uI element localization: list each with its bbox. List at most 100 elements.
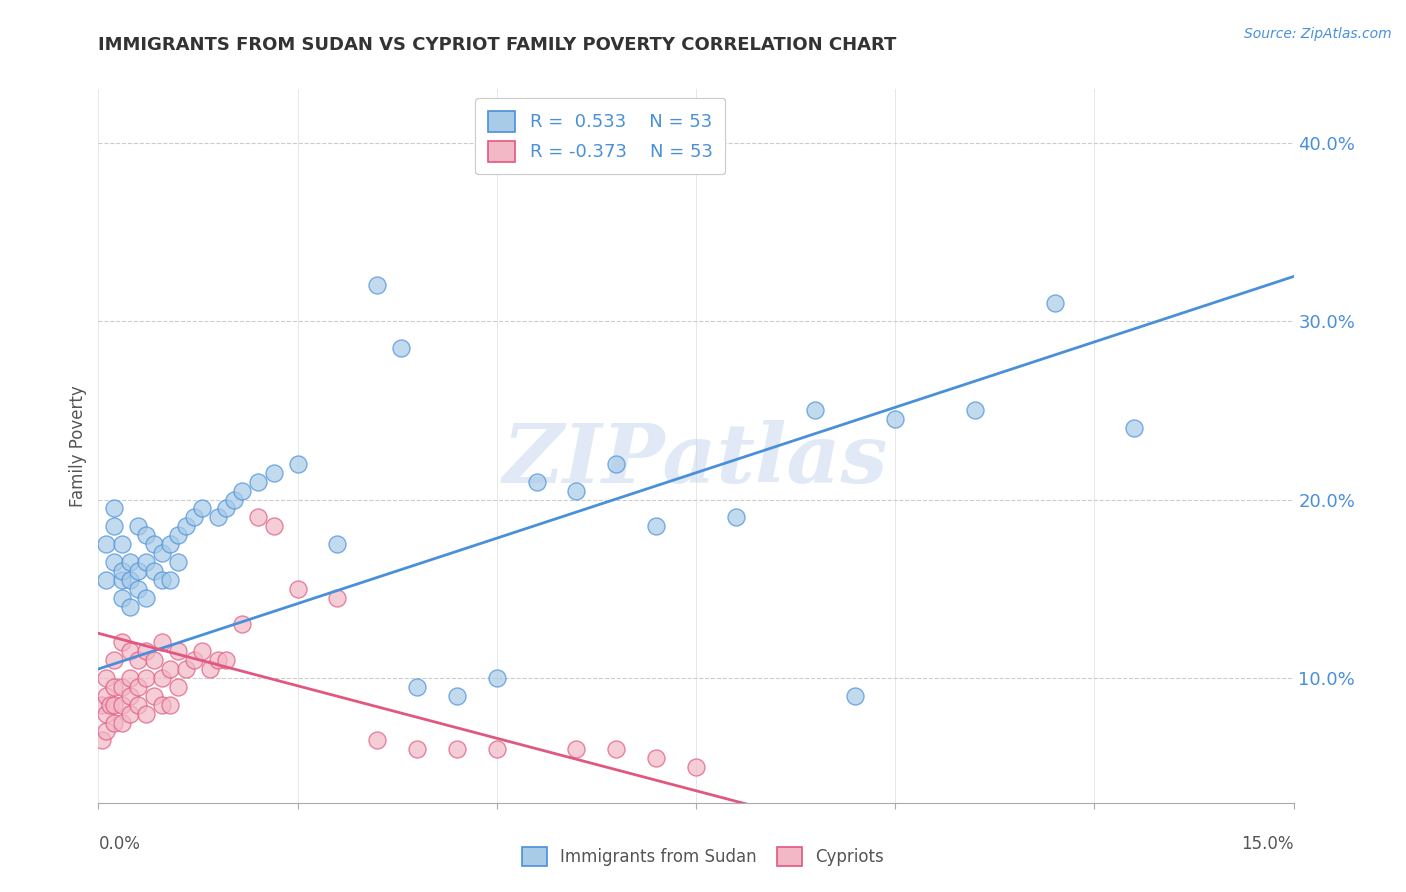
Point	[135, 706, 157, 721]
Point	[246, 475, 269, 489]
Y-axis label: Family Poverty: Family Poverty	[69, 385, 87, 507]
Point	[120, 599, 142, 614]
Point	[127, 680, 149, 694]
Point	[111, 680, 134, 694]
Point	[135, 591, 157, 605]
Point	[485, 671, 508, 685]
Point	[150, 698, 173, 712]
Text: ZIPatlas: ZIPatlas	[503, 420, 889, 500]
Point	[222, 492, 245, 507]
Point	[111, 715, 134, 730]
Point	[207, 653, 229, 667]
Point	[103, 680, 125, 694]
Point	[135, 528, 157, 542]
Text: 15.0%: 15.0%	[1241, 835, 1294, 853]
Point	[111, 635, 134, 649]
Point	[526, 475, 548, 489]
Point	[685, 760, 707, 774]
Point	[215, 653, 238, 667]
Point	[326, 591, 349, 605]
Point	[143, 564, 166, 578]
Point	[90, 698, 112, 712]
Point	[844, 689, 866, 703]
Point	[159, 698, 181, 712]
Point	[103, 501, 125, 516]
Point	[111, 573, 134, 587]
Point	[485, 742, 508, 756]
Point	[645, 519, 668, 533]
Point	[565, 483, 588, 498]
Point	[127, 582, 149, 596]
Point	[143, 653, 166, 667]
Point	[96, 537, 118, 551]
Point	[446, 689, 468, 703]
Point	[231, 617, 253, 632]
Point	[150, 671, 173, 685]
Point	[215, 501, 238, 516]
Point	[96, 573, 118, 587]
Point	[167, 680, 190, 694]
Point	[96, 706, 118, 721]
Point	[804, 403, 827, 417]
Point	[135, 644, 157, 658]
Legend: Immigrants from Sudan, Cypriots: Immigrants from Sudan, Cypriots	[513, 838, 893, 875]
Text: 0.0%: 0.0%	[98, 835, 141, 853]
Point	[406, 680, 429, 694]
Point	[263, 466, 285, 480]
Point	[1123, 421, 1146, 435]
Text: IMMIGRANTS FROM SUDAN VS CYPRIOT FAMILY POVERTY CORRELATION CHART: IMMIGRANTS FROM SUDAN VS CYPRIOT FAMILY …	[98, 36, 897, 54]
Point	[263, 519, 285, 533]
Point	[174, 519, 197, 533]
Point	[246, 510, 269, 524]
Point	[135, 671, 157, 685]
Point	[120, 706, 142, 721]
Point	[143, 537, 166, 551]
Point	[183, 653, 205, 667]
Point	[565, 742, 588, 756]
Point	[366, 278, 388, 293]
Point	[287, 457, 309, 471]
Point	[167, 644, 190, 658]
Point	[98, 698, 122, 712]
Point	[287, 582, 309, 596]
Point	[143, 689, 166, 703]
Point	[120, 573, 142, 587]
Point	[406, 742, 429, 756]
Point	[198, 662, 221, 676]
Point	[120, 644, 142, 658]
Point	[174, 662, 197, 676]
Point	[231, 483, 253, 498]
Point	[103, 715, 125, 730]
Point	[605, 742, 627, 756]
Point	[96, 724, 118, 739]
Point	[103, 519, 125, 533]
Point	[963, 403, 986, 417]
Point	[167, 555, 190, 569]
Point	[167, 528, 190, 542]
Legend: R =  0.533    N = 53, R = -0.373    N = 53: R = 0.533 N = 53, R = -0.373 N = 53	[475, 98, 725, 174]
Point	[111, 537, 134, 551]
Point	[127, 698, 149, 712]
Point	[120, 689, 142, 703]
Point	[724, 510, 747, 524]
Point	[96, 671, 118, 685]
Point	[159, 537, 181, 551]
Point	[111, 591, 134, 605]
Point	[884, 412, 907, 426]
Point	[103, 698, 125, 712]
Point	[103, 555, 125, 569]
Point	[103, 653, 125, 667]
Point	[159, 662, 181, 676]
Point	[91, 733, 114, 747]
Point	[127, 564, 149, 578]
Point	[120, 555, 142, 569]
Point	[111, 698, 134, 712]
Point	[150, 546, 173, 560]
Point	[326, 537, 349, 551]
Point	[191, 644, 214, 658]
Point	[120, 671, 142, 685]
Point	[127, 519, 149, 533]
Point	[150, 573, 173, 587]
Point	[183, 510, 205, 524]
Point	[389, 341, 412, 355]
